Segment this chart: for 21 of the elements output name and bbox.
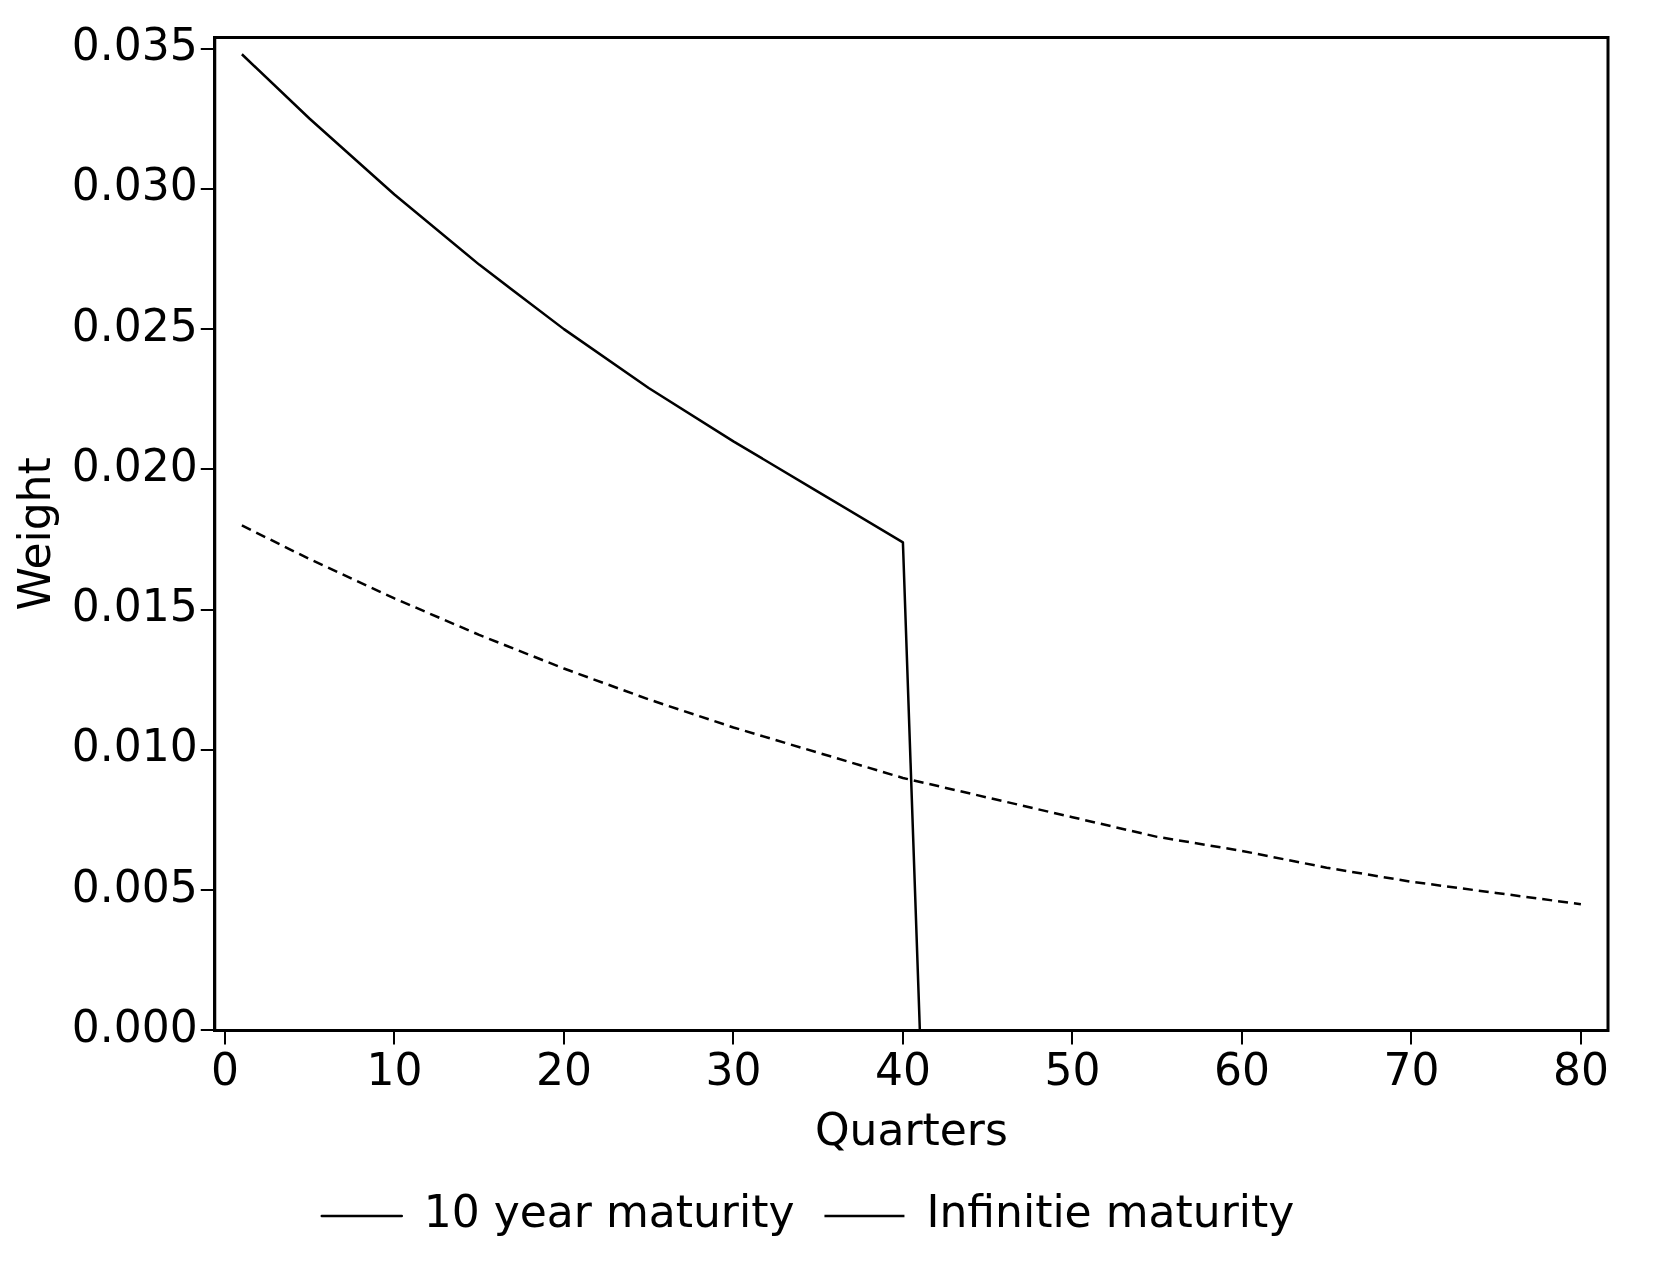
- x-tick-label: 10: [366, 1044, 423, 1096]
- x-tick-label: 40: [874, 1044, 931, 1096]
- y-tick-label: 0.020: [71, 439, 198, 491]
- y-tick-label: 0.010: [71, 720, 198, 772]
- y-tick-label: 0.015: [71, 580, 198, 632]
- x-tick-label: 0: [210, 1044, 239, 1096]
- y-tick-label: 0.035: [71, 19, 198, 71]
- y-tick-label: 0.030: [71, 159, 198, 211]
- legend-label: 10 year maturity: [423, 1186, 795, 1238]
- x-tick-label: 80: [1552, 1044, 1609, 1096]
- y-axis-title: Weight: [8, 457, 60, 611]
- y-tick-label: 0.000: [71, 1000, 198, 1052]
- x-tick-label: 30: [705, 1044, 762, 1096]
- x-axis-title: Quarters: [814, 1104, 1008, 1156]
- x-tick-label: 20: [535, 1044, 592, 1096]
- x-tick-label: 60: [1213, 1044, 1270, 1096]
- x-tick-label: 50: [1044, 1044, 1101, 1096]
- x-tick-label: 70: [1383, 1044, 1440, 1096]
- legend-label: Infinitie maturity: [926, 1186, 1295, 1238]
- y-tick-label: 0.005: [71, 860, 198, 912]
- y-tick-label: 0.025: [71, 299, 198, 351]
